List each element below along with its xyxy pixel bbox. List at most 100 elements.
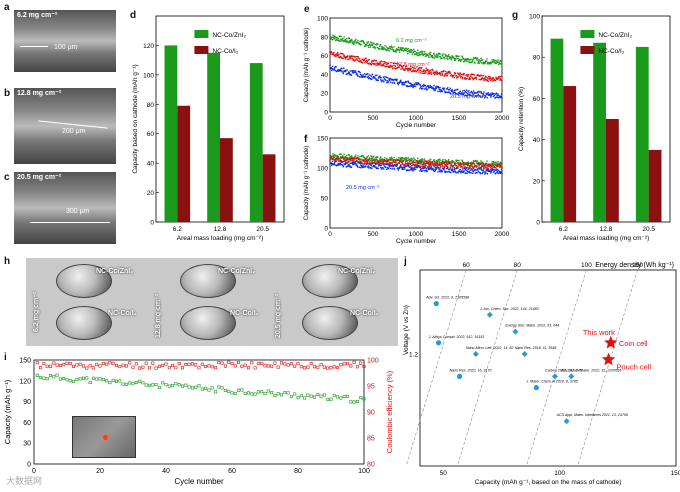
data-point: [374, 77, 376, 80]
data-point: [386, 163, 389, 166]
data-point: [467, 58, 470, 61]
y-tick-label: 100: [529, 14, 540, 21]
data-point: [399, 79, 402, 81]
data-point: [472, 59, 474, 62]
data-point: [425, 72, 427, 74]
data-point: [339, 69, 342, 71]
data-point: [473, 160, 475, 162]
ce-point: [197, 366, 201, 370]
data-point: [462, 76, 464, 79]
data-point: [500, 172, 502, 174]
chart-i: 0 20 40 60 80 100030609012015080859095100Cycl…: [3, 358, 394, 487]
data-point: [419, 159, 421, 161]
data-point: [451, 76, 454, 78]
data-point: [403, 159, 405, 161]
data-point: [481, 164, 483, 167]
data-point: [399, 160, 402, 162]
data-point: [466, 77, 468, 80]
data-point: [490, 169, 493, 171]
data-point: [353, 41, 356, 43]
data-point: [441, 57, 443, 60]
capacity-point: [98, 377, 102, 381]
data-point: [472, 90, 475, 92]
data-point: [401, 65, 403, 68]
point-reference: Adv. Sci. 2022, 9, 2105598: [425, 296, 469, 300]
data-point: [442, 162, 444, 164]
ce-point: [332, 365, 336, 369]
data-point: [437, 160, 439, 162]
data-point: [484, 77, 486, 79]
data-point: [448, 55, 450, 58]
ce-point: [118, 365, 122, 369]
data-point: [343, 158, 345, 161]
data-point: [402, 168, 405, 170]
data-point: [455, 160, 458, 162]
ce-point: [247, 366, 251, 370]
data-point: [368, 44, 370, 46]
data-point: [419, 87, 421, 90]
data-point: [458, 163, 460, 166]
data-point: [370, 75, 372, 78]
data-point: [368, 162, 370, 165]
data-point: [500, 171, 502, 173]
data-point: [424, 160, 426, 162]
data-point: [372, 77, 374, 79]
data-point: [382, 79, 384, 81]
data-point: [463, 163, 465, 165]
capacity-point: [68, 379, 72, 383]
data-point: [365, 59, 368, 62]
coin-cell-zni2-1: [56, 264, 112, 298]
data-point: [414, 85, 416, 88]
literature-point: [521, 351, 528, 357]
data-point: [463, 58, 465, 61]
data-point: [360, 43, 362, 45]
data-point: [337, 163, 339, 166]
ce-point: [243, 363, 247, 367]
data-point: [392, 79, 394, 82]
data-point: [500, 96, 502, 99]
data-point: [410, 160, 412, 162]
data-point: [331, 163, 333, 165]
data-point: [398, 49, 400, 51]
data-point: [428, 164, 430, 166]
y-tick-label: 1.2: [409, 352, 418, 359]
data-point: [380, 158, 382, 161]
data-point: [450, 90, 453, 93]
data-point: [425, 53, 428, 55]
data-point: [383, 47, 386, 50]
data-point: [340, 160, 343, 162]
data-point: [401, 168, 403, 171]
y-tick-label: 120: [143, 43, 154, 50]
data-point: [490, 77, 493, 80]
data-point: [429, 162, 431, 164]
ce-point: [157, 364, 161, 368]
data-point: [401, 67, 403, 69]
capacity-point: [167, 384, 171, 388]
data-point: [389, 161, 392, 164]
data-point: [495, 92, 498, 94]
data-point: [369, 163, 371, 166]
data-point: [482, 63, 484, 65]
data-point: [423, 163, 426, 165]
data-point: [391, 162, 393, 165]
data-point: [352, 58, 355, 61]
ce-point: [326, 366, 330, 370]
data-point: [346, 69, 348, 71]
capacity-point: [279, 393, 283, 397]
data-point: [467, 171, 470, 173]
data-point: [375, 166, 377, 168]
capacity-point: [322, 393, 326, 397]
data-point: [423, 166, 425, 168]
data-point: [444, 57, 446, 60]
data-point: [472, 95, 474, 97]
data-point: [410, 65, 412, 68]
data-point: [463, 89, 466, 92]
data-point: [337, 158, 339, 161]
data-point: [434, 164, 437, 167]
data-point: [377, 64, 379, 66]
data-point: [417, 162, 419, 165]
data-point: [483, 61, 486, 63]
data-point: [367, 72, 369, 75]
data-point: [419, 170, 421, 172]
